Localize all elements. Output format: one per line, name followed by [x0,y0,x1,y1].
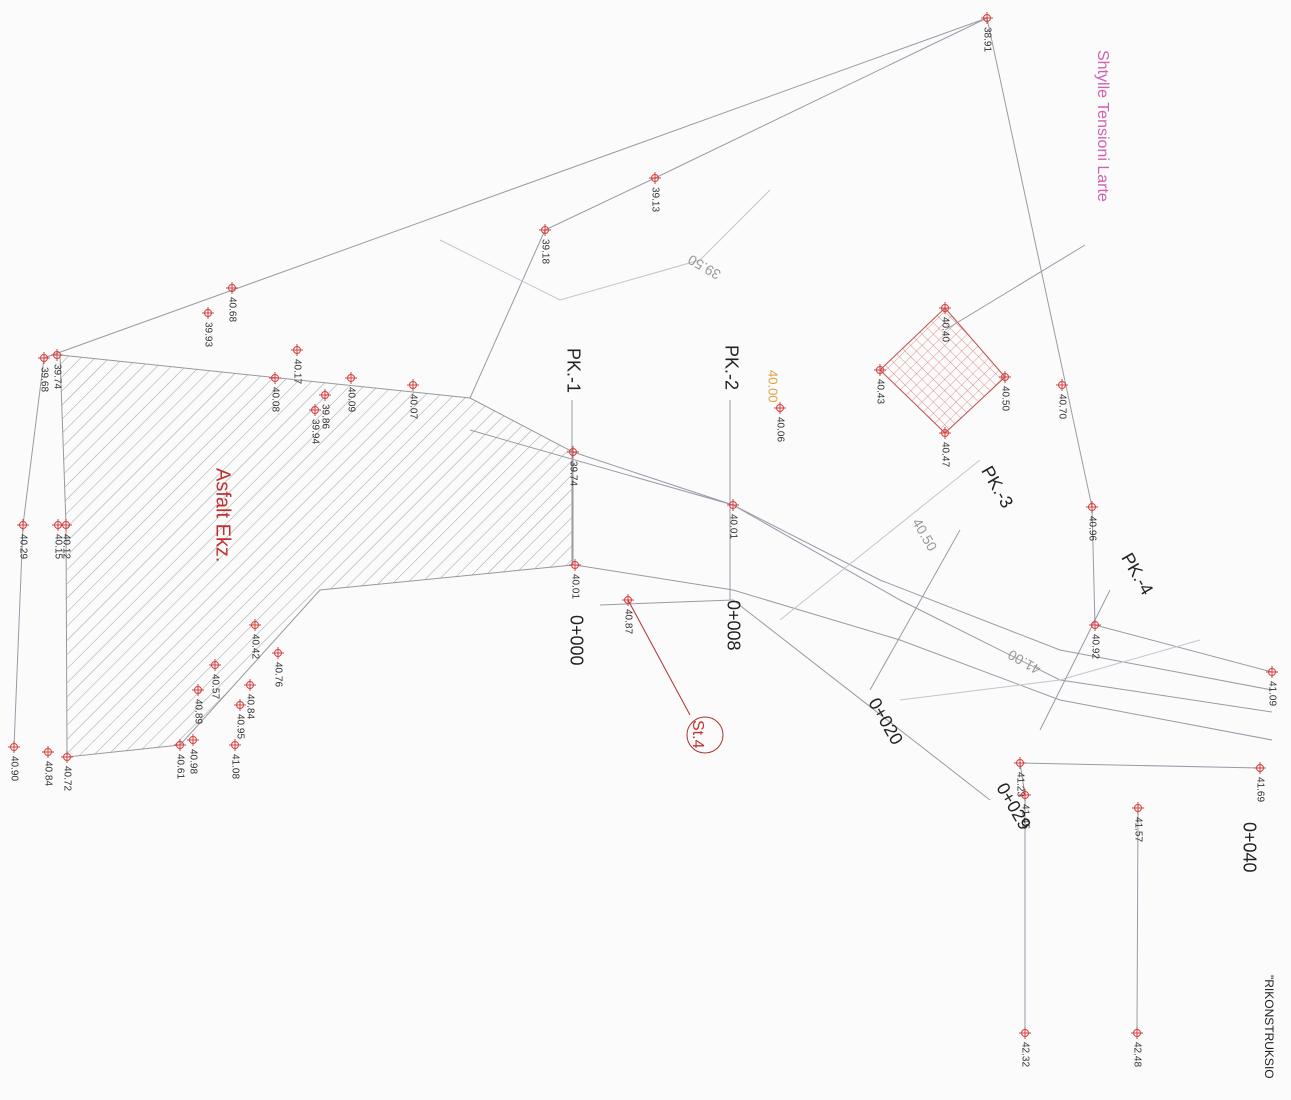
plan-label: 0+000 [566,615,586,666]
elevation-label: 40.98 [187,749,198,774]
elevation-label: 42.48 [1131,1042,1142,1067]
elevation-label: 40.76 [272,662,283,687]
plan-label: PK.-1 [563,348,583,393]
elevation-label: 40.08 [269,387,280,412]
elevation-label: 40.42 [249,634,260,659]
elevation-label: 41.69 [1254,777,1265,802]
elevation-label: 38.91 [981,27,992,52]
elevation-label: 40.84 [42,761,53,786]
plan-label: Asfalt Ekz. [212,468,234,562]
elevation-label: 40.17 [291,359,302,384]
elevation-label: 41.08 [229,754,240,779]
elevation-label: 40.61 [174,754,185,779]
elevation-label: 40.68 [226,297,237,322]
elevation-label: 39.68 [38,367,49,392]
elevation-label: 40.95 [234,714,245,739]
elevation-label: 40.01 [569,574,580,599]
elevation-label: 39.93 [202,322,213,347]
elevation-label: 40.07 [407,394,418,419]
elevation-label: 40.57 [209,674,220,699]
elevation-label: 39.13 [649,187,660,212]
elevation-label: 40.50 [999,386,1010,411]
survey-plan: 38.9139.1339.1840.6839.9339.7439.6840.17… [0,0,1291,1100]
elevation-label: 40.70 [1056,394,1067,419]
plan-label: PK.-2 [721,345,741,390]
elevation-label: 40.40 [939,317,950,342]
elevation-label: 40.92 [1089,634,1100,659]
elevation-label: 39.18 [539,239,550,264]
elevation-label: 40.89 [192,699,203,724]
elevation-label: 42.32 [1019,1042,1030,1067]
elevation-label: 40.09 [345,387,356,412]
plan-label: St.4 [689,720,706,749]
elevation-label: 40.47 [939,442,950,467]
elevation-label: 40.72 [61,766,72,791]
elevation-label: 40.87 [622,609,633,634]
elevation-label: 40.29 [17,534,28,559]
elevation-label: 39.94 [309,419,320,444]
elevation-label: 40.01 [727,514,738,539]
plan-label: Shtylle Tensioni Larte [1094,50,1111,202]
elevation-label: 40.15 [52,534,63,559]
plan-label: 40.00 [766,370,781,403]
elevation-label: 40.06 [774,417,785,442]
elevation-label: 40.96 [1086,516,1097,541]
elevation-label: 39.74 [567,461,578,486]
elevation-label: 40.43 [874,379,885,404]
elevation-label: 41.09 [1266,681,1277,706]
elevation-label: 40.90 [8,756,19,781]
elevation-label: 41.57 [1132,817,1143,842]
plan-label: 0+008 [723,600,743,651]
plan-label: 0+040 [1239,822,1259,873]
elevation-label: 39.74 [51,364,62,389]
plan-label: "RIKONSTRUKSIO [1262,975,1276,1079]
